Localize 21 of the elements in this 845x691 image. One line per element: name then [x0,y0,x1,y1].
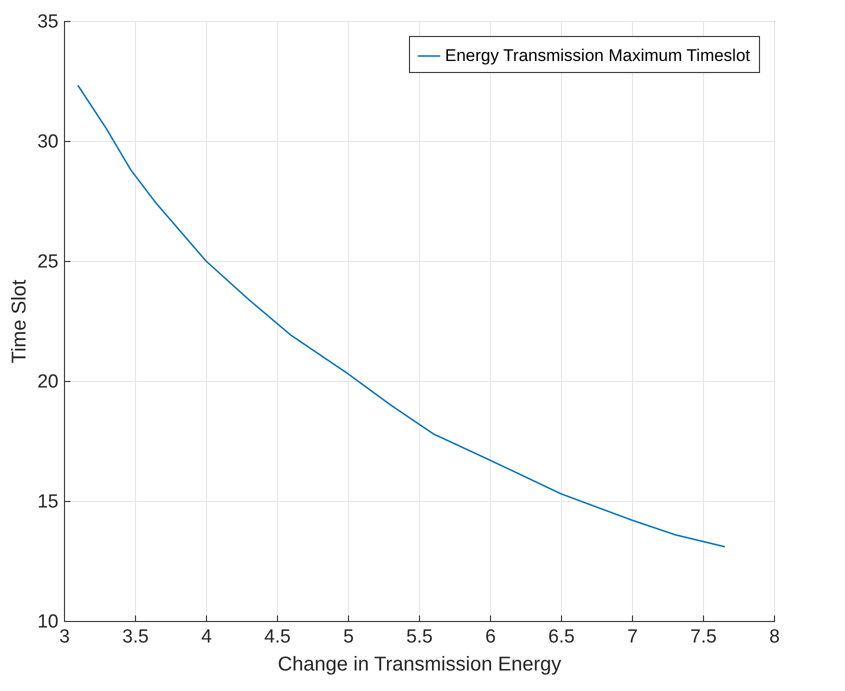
legend-label: Energy Transmission Maximum Timeslot [445,46,750,65]
x-tick-label: 5 [343,626,354,648]
y-tick-label: 10 [37,612,58,632]
x-tick-label: 4 [201,626,212,648]
y-tick-label: 30 [37,132,58,152]
x-tick-label: 3.5 [122,626,149,648]
x-tick-label: 3 [59,626,70,648]
y-axis-title: Time Slot [8,279,30,364]
x-tick-label: 7.5 [690,626,717,648]
x-tick-label: 8 [769,626,780,648]
y-tick-label: 20 [37,372,58,392]
line-series [77,85,726,548]
y-tick-label: 25 [37,252,58,272]
x-tick-label: 4.5 [264,626,291,648]
x-tick-label: 7 [627,626,638,648]
x-tick-label: 6.5 [548,626,575,648]
x-tick-label: 6 [485,626,496,648]
y-tick-label: 15 [37,492,58,512]
x-axis-title: Change in Transmission Energy [278,654,562,676]
y-tick-label: 35 [37,12,58,32]
x-tick-label: 5.5 [406,626,433,648]
